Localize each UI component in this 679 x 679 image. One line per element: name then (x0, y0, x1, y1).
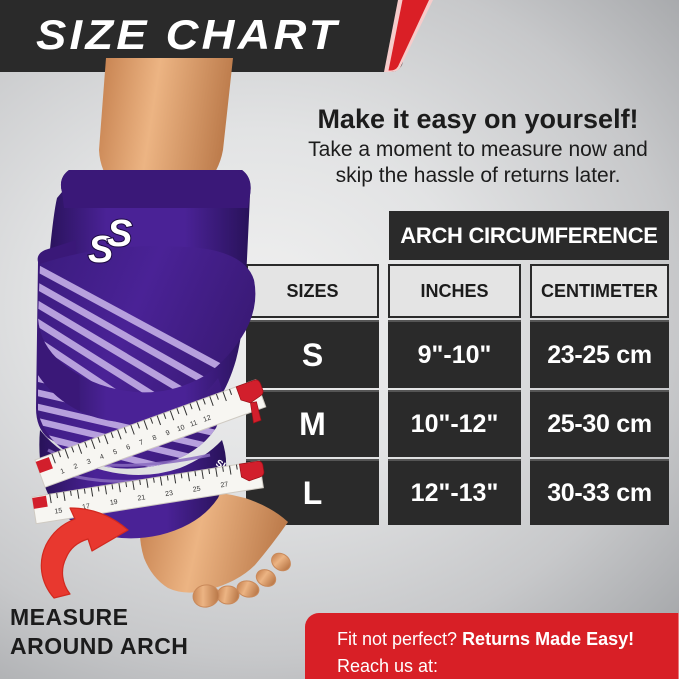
svg-text:23: 23 (165, 490, 174, 498)
svg-text:21: 21 (137, 494, 146, 502)
svg-text:S: S (107, 213, 132, 255)
svg-text:19: 19 (109, 499, 118, 507)
svg-text:25: 25 (192, 486, 201, 494)
svg-text:15: 15 (54, 507, 63, 515)
svg-text:27: 27 (220, 481, 229, 489)
